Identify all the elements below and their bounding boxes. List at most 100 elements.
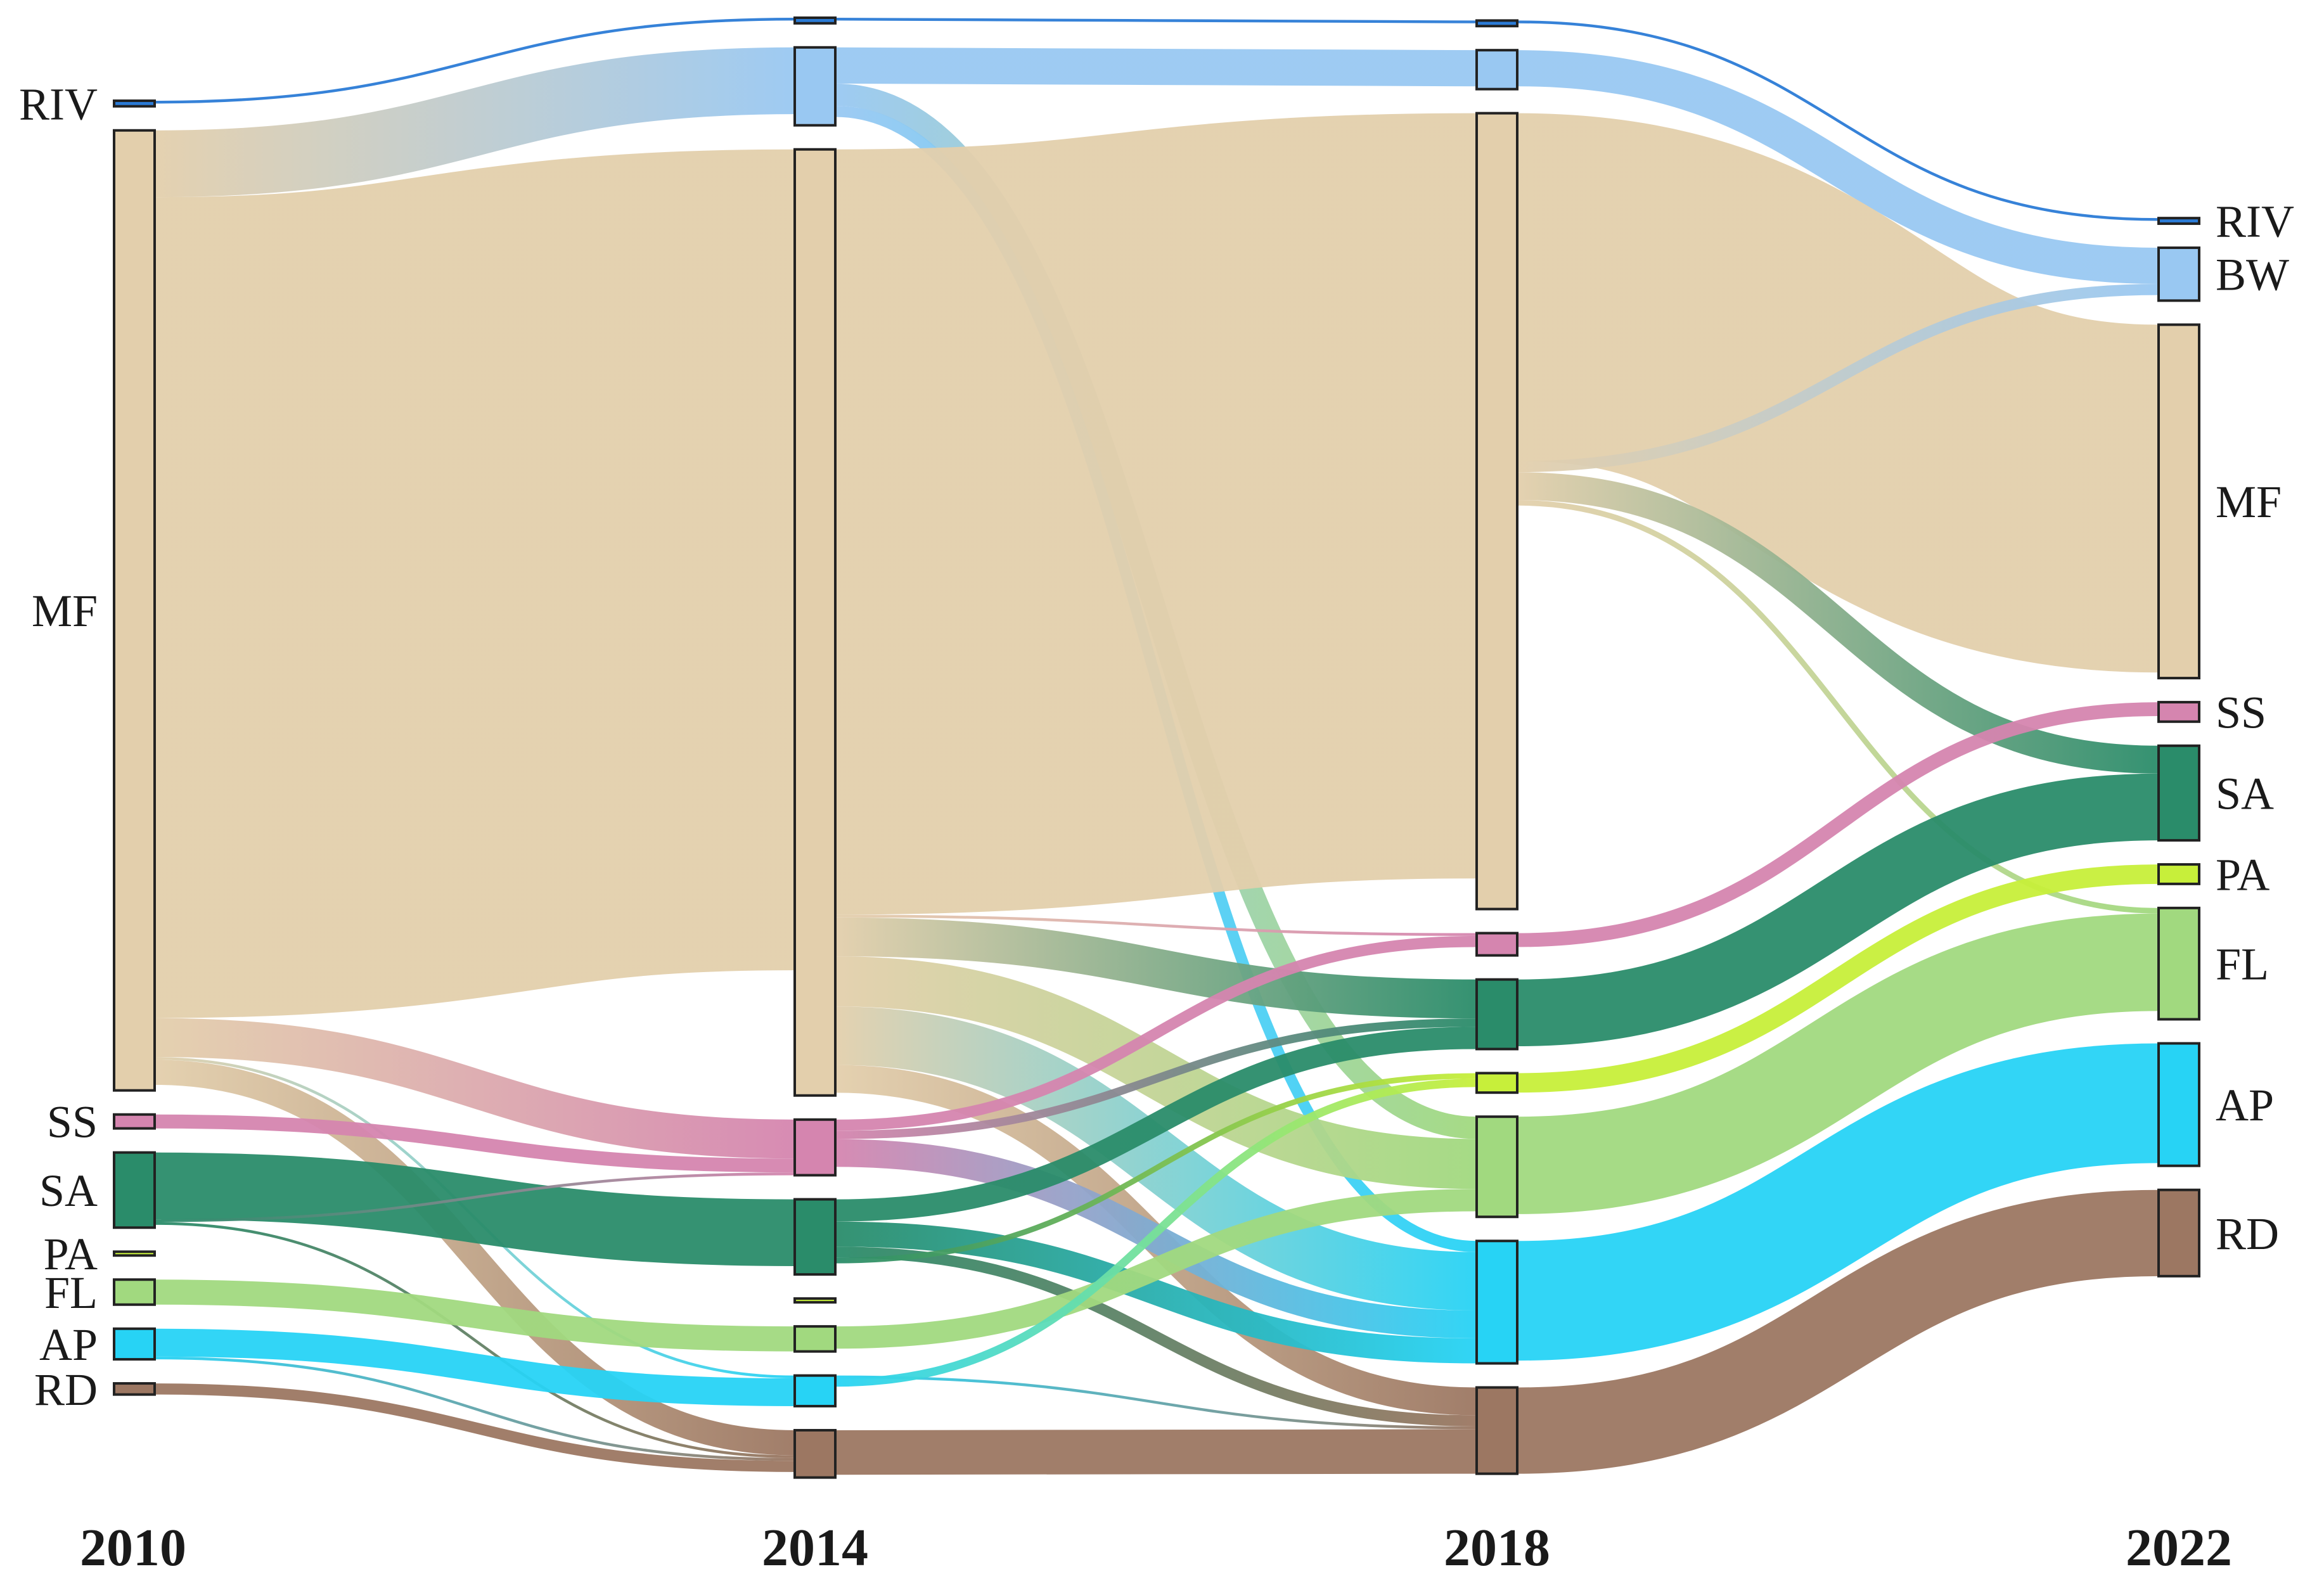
node-2022-riv [2157,217,2200,225]
node-2022-sa [2157,744,2200,842]
flow-2014-MF-to-2018-AP [835,1006,1477,1311]
node-2018-sa [1475,978,1518,1051]
node-2010-mf [113,129,156,1092]
node-2010-pa [113,1250,156,1257]
flow-layer [153,17,2161,1475]
node-layer [113,16,2200,1479]
flow-2014-MF-to-2018-MF [835,113,1477,915]
node-2018-mf [1475,112,1518,911]
flow-2010-AP-to-2014-RD [154,1356,795,1461]
flow-2018-PA-to-2022-PA [1517,864,2159,1093]
node-2018-ss [1475,932,1518,957]
node-2010-riv [113,99,156,108]
node-2018-riv [1475,19,1518,28]
year-label-2018: 2018 [1444,1518,1550,1576]
flow-2014-RD-to-2018-RD [835,1429,1477,1475]
flow-2010-FL-to-2014-FL [154,1279,795,1352]
year-label-2014: 2014 [762,1518,868,1576]
flow-2010-MF-to-2014-MF [153,149,796,1018]
node-2014-pa [793,1297,837,1304]
node-2010-ss [113,1113,156,1130]
node-2018-bw [1475,49,1518,91]
flow-2014-MF-to-2018-SS [835,914,1477,936]
flow-2010-RIV-to-2014-RIV [154,17,795,104]
node-2014-riv [793,16,837,25]
flow-2014-AP-to-2018-RD [835,1375,1477,1430]
node-2014-mf [793,148,837,1097]
node-2022-bw [2157,246,2200,302]
label-2010-ss: SS [47,1097,98,1148]
label-2022-fl: FL [2216,939,2269,990]
flow-2018-FL-to-2022-FL [1517,913,2159,1214]
flow-2014-AP-to-2018-PA [835,1079,1477,1387]
flow-2010-MF-to-2014-RD [154,1060,795,1456]
label-2022-mf: MF [2216,477,2282,527]
flow-2010-SS-to-2014-SS [154,1114,795,1173]
label-2022-ap: AP [2216,1080,2274,1131]
node-2014-sa [793,1198,837,1276]
flow-2010-AP-to-2014-AP [154,1328,795,1406]
flow-2010-SA-to-2014-RD [154,1222,795,1458]
flow-2018-MF-to-2022-BW [1517,284,2159,473]
flow-2014-SA-to-2018-PA [835,1073,1477,1264]
node-2022-mf [2157,323,2200,680]
node-2010-sa [113,1151,156,1229]
flow-2014-SA-to-2018-AP [835,1221,1477,1364]
label-2022-ss: SS [2216,687,2266,738]
flow-2010-SA-to-2014-SA [154,1152,795,1266]
flow-2018-MF-to-2022-SA [1517,472,2159,774]
flow-2018-BW-to-2022-BW [1517,50,2159,285]
label-2022-sa: SA [2216,768,2274,819]
label-2022-bw: BW [2216,250,2289,300]
flow-2014-BW-to-2018-BW [835,47,1477,87]
flow-2018-AP-to-2022-AP [1517,1043,2159,1361]
label-2022-pa: PA [2216,849,2269,900]
node-2014-fl [793,1325,837,1353]
label-2010-riv: RIV [19,79,98,129]
year-axis: 2010 2014 2018 2022 [80,1518,2232,1576]
flow-2014-SS-to-2018-SS [835,935,1477,1131]
label-2022-riv: RIV [2216,196,2294,247]
label-2010-fl: FL [44,1267,98,1318]
flow-2018-MF-to-2022-MF [1515,113,2161,673]
flow-2014-MF-to-2018-FL [835,956,1477,1189]
node-2022-ap [2157,1042,2200,1167]
node-2010-ap [113,1327,156,1361]
flow-2014-SS-to-2018-AP [835,1139,1477,1338]
flow-2014-SA-to-2018-SA [835,1027,1477,1222]
label-2010-ap: AP [39,1319,98,1370]
flow-2014-SA-to-2018-RD [835,1246,1477,1426]
flow-2018-SA-to-2022-SA [1517,773,2159,1047]
node-2018-fl [1475,1115,1518,1219]
flow-2014-MF-to-2018-SA [835,917,1477,1019]
node-2018-rd [1475,1386,1518,1475]
flow-2014-RIV-to-2018-RIV [835,17,1477,23]
year-label-2010: 2010 [80,1518,186,1576]
node-2022-pa [2157,863,2200,885]
flow-2018-RIV-to-2022-RIV [1517,20,2159,221]
label-2010-pa: PA [44,1229,98,1279]
node-2022-fl [2157,906,2200,1021]
node-2014-rd [793,1428,837,1479]
label-2010-rd: RD [34,1364,98,1415]
label-2010-mf: MF [32,586,98,636]
node-2022-rd [2157,1188,2200,1278]
node-2022-ss [2157,701,2200,723]
flow-2018-SS-to-2022-SS [1517,702,2159,947]
node-2010-fl [113,1278,156,1306]
flow-2018-RD-to-2022-RD [1517,1189,2159,1474]
label-2010-sa: SA [39,1165,98,1216]
year-label-2022: 2022 [2126,1518,2232,1576]
flow-2010-SA-to-2014-SS [154,1172,795,1222]
node-2018-pa [1475,1072,1518,1094]
flow-2010-MF-to-2014-BW [154,47,795,198]
label-2022-rd: RD [2216,1208,2279,1259]
flow-2010-MF-to-2014-SS [154,1018,795,1159]
flow-2014-FL-to-2018-FL [835,1189,1477,1349]
node-2018-ap [1475,1240,1518,1365]
node-2014-ap [793,1374,837,1407]
flow-2014-SS-to-2018-SA [835,1018,1477,1139]
node-2014-ss [793,1118,837,1177]
